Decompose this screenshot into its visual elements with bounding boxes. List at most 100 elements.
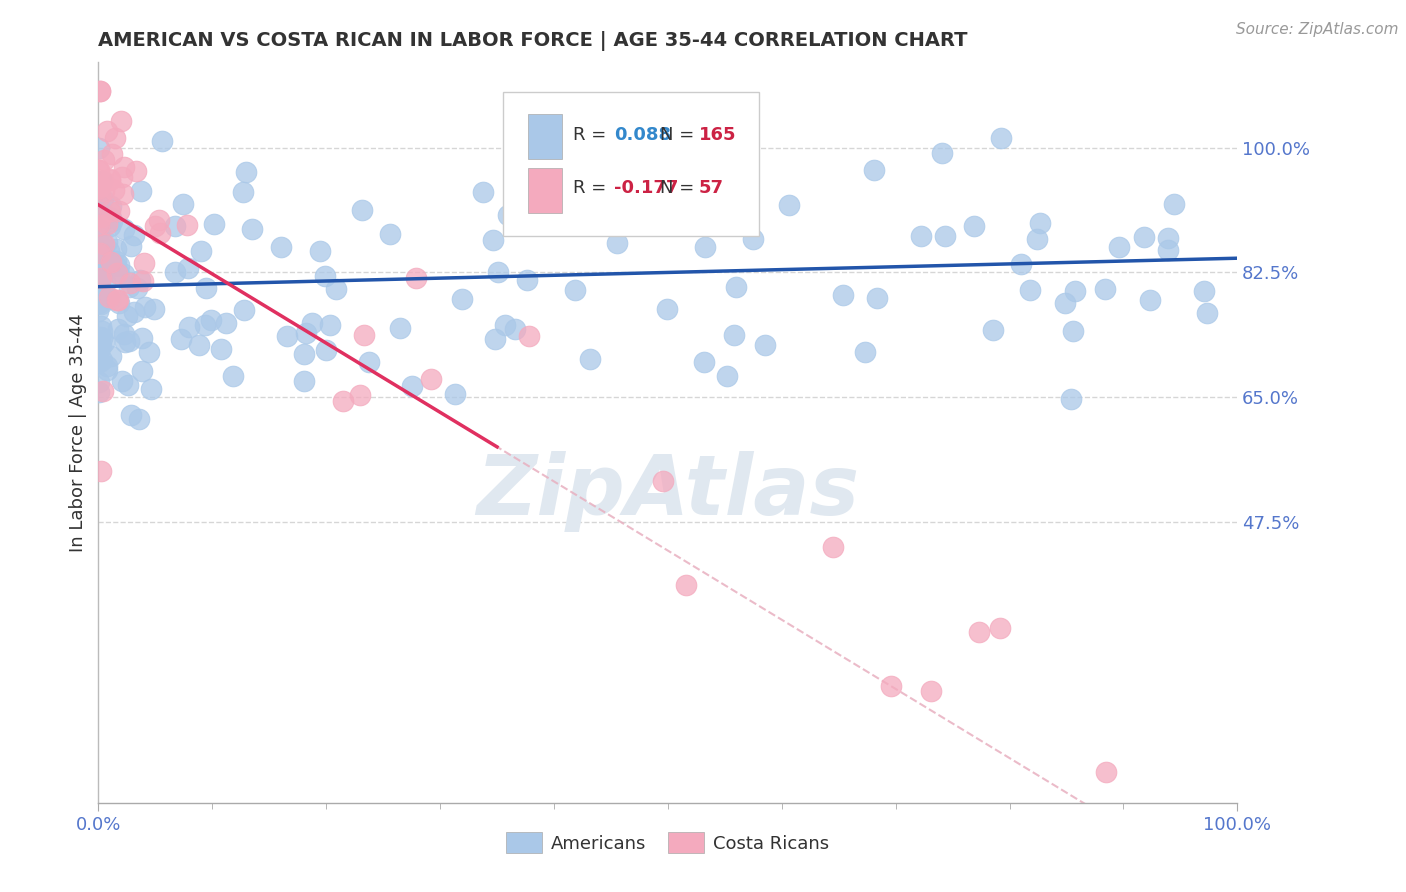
Point <box>89 245 111 260</box>
Point <box>120 409 142 423</box>
Point <box>112 326 135 341</box>
Point <box>232 303 254 318</box>
Text: 165: 165 <box>699 126 737 144</box>
Point <box>1192 285 1215 299</box>
Point <box>1195 306 1218 320</box>
Point <box>89 84 111 98</box>
Point <box>132 274 155 288</box>
Point <box>564 283 586 297</box>
Point <box>117 378 139 392</box>
Point <box>1163 197 1185 211</box>
Point <box>1139 293 1161 308</box>
Point <box>931 146 953 161</box>
Point <box>190 244 212 259</box>
Point <box>176 218 198 232</box>
Point <box>91 324 114 338</box>
Text: AMERICAN VS COSTA RICAN IN LABOR FORCE | AGE 35-44 CORRELATION CHART: AMERICAN VS COSTA RICAN IN LABOR FORCE |… <box>98 30 967 51</box>
Point <box>90 210 112 224</box>
Point <box>100 198 122 212</box>
Point <box>103 184 125 198</box>
Point <box>112 187 135 202</box>
Point <box>389 321 412 335</box>
Point <box>1156 243 1178 257</box>
Point <box>172 197 194 211</box>
Point <box>118 276 141 290</box>
Point <box>349 388 371 402</box>
Point <box>101 214 124 228</box>
Point <box>655 301 678 316</box>
Point <box>117 310 139 324</box>
Point <box>89 178 111 193</box>
Point <box>90 319 112 334</box>
Point <box>90 464 112 478</box>
Point <box>823 540 845 554</box>
Text: ZipAtlas: ZipAtlas <box>477 451 859 533</box>
Point <box>96 359 118 373</box>
Point <box>1060 392 1083 406</box>
Point <box>443 387 465 401</box>
Point <box>114 334 136 349</box>
Point <box>209 342 232 356</box>
Point <box>405 270 427 285</box>
Point <box>94 276 117 290</box>
Point <box>96 235 118 249</box>
Point <box>134 301 156 315</box>
Point <box>124 228 146 243</box>
Point <box>240 222 263 236</box>
Point <box>90 339 112 353</box>
Point <box>963 219 986 234</box>
Point <box>149 226 172 240</box>
Point <box>87 262 110 277</box>
Point <box>880 679 903 693</box>
Point <box>318 318 340 332</box>
Point <box>832 288 855 302</box>
Point <box>93 192 115 206</box>
Point <box>87 255 110 269</box>
Point <box>112 160 135 174</box>
Point <box>990 131 1012 145</box>
Point <box>118 334 141 348</box>
Text: R =: R = <box>574 179 613 197</box>
Point <box>138 345 160 359</box>
Point <box>866 291 889 305</box>
Point <box>90 261 112 276</box>
Point <box>97 290 120 304</box>
Point <box>420 372 443 386</box>
Point <box>451 292 474 306</box>
Point <box>301 316 323 330</box>
Point <box>104 131 127 145</box>
Point <box>91 174 114 188</box>
Point <box>754 338 776 352</box>
Point <box>87 296 110 310</box>
Point <box>105 293 128 307</box>
Legend: Americans, Costa Ricans: Americans, Costa Ricans <box>499 825 837 861</box>
Point <box>314 269 336 284</box>
Point <box>652 474 675 488</box>
Point <box>232 185 254 199</box>
Point <box>969 625 991 640</box>
Point <box>983 323 1005 337</box>
Point <box>1029 216 1052 230</box>
Point <box>129 184 152 198</box>
Point <box>107 322 129 336</box>
Point <box>606 235 628 250</box>
Point <box>89 189 111 203</box>
Point <box>401 379 423 393</box>
Text: -0.177: -0.177 <box>614 179 679 197</box>
Text: Source: ZipAtlas.com: Source: ZipAtlas.com <box>1236 22 1399 37</box>
Point <box>100 292 122 306</box>
Point <box>108 258 131 272</box>
Point <box>134 256 156 270</box>
Point <box>87 288 110 302</box>
Point <box>87 376 110 390</box>
Point <box>93 184 115 198</box>
Point <box>1063 284 1085 298</box>
Point <box>292 347 315 361</box>
Point <box>93 237 115 252</box>
Point <box>200 312 222 326</box>
Point <box>104 243 127 257</box>
Point <box>98 172 121 186</box>
Point <box>741 232 763 246</box>
Point <box>482 233 505 247</box>
Point <box>1010 257 1032 271</box>
